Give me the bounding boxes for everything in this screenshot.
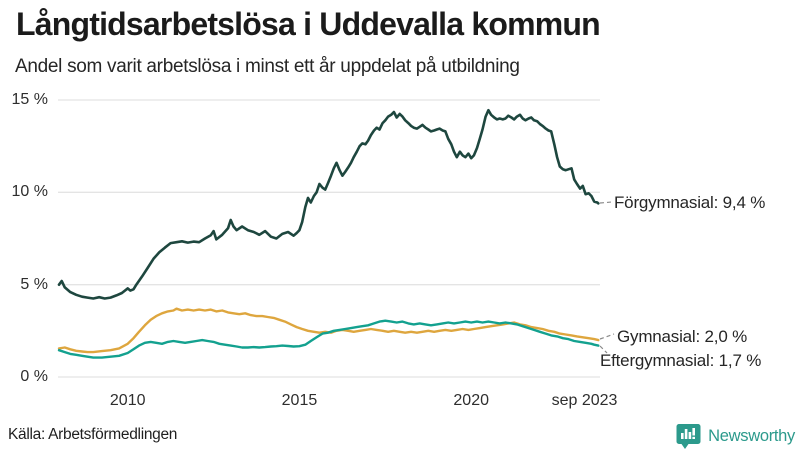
series-line-eftergymnasial	[57, 319, 600, 359]
brand-name: Newsworthy	[708, 427, 795, 445]
series-end-label-eftergymnasial: Eftergymnasial: 1,7 %	[600, 351, 762, 370]
brand-logo: Newsworthy	[676, 423, 795, 450]
y-axis-tick-label: 15 %	[11, 91, 48, 108]
x-axis-tick-label: 2020	[453, 392, 489, 409]
page-title: Långtidsarbetslösa i Uddevalla kommun	[16, 6, 601, 42]
y-axis-tick-label: 0 %	[20, 368, 48, 385]
y-axis-tick-label: 5 %	[20, 275, 48, 293]
chart-subtitle: Andel som varit arbetslösa i minst ett å…	[15, 56, 520, 77]
x-axis-tick-label: 2015	[281, 392, 318, 409]
series-end-label-gymnasial: Gymnasial: 2,0 %	[617, 327, 748, 346]
y-axis-tick-label: 10 %	[11, 183, 48, 201]
leader-line	[599, 333, 615, 340]
series-end-label-förgymnasial: Förgymnasial: 9,4 %	[614, 193, 766, 212]
x-axis-tick-label: sep 2023	[551, 392, 618, 409]
series-line-förgymnasial	[57, 108, 600, 300]
source-note: Källa: Arbetsförmedlingen	[8, 426, 178, 443]
leader-line	[599, 201, 613, 204]
newsworthy-icon	[676, 423, 701, 450]
x-axis-tick-label: 2010	[109, 392, 146, 409]
leader-line	[599, 345, 608, 354]
